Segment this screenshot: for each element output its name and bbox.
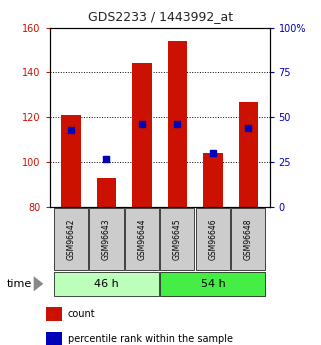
FancyBboxPatch shape bbox=[54, 272, 159, 296]
Bar bbox=[97, 178, 116, 207]
FancyBboxPatch shape bbox=[54, 208, 88, 270]
Text: 54 h: 54 h bbox=[201, 279, 225, 289]
Text: time: time bbox=[6, 279, 32, 289]
FancyBboxPatch shape bbox=[160, 208, 195, 270]
FancyBboxPatch shape bbox=[125, 208, 159, 270]
FancyBboxPatch shape bbox=[196, 208, 230, 270]
Text: GSM96642: GSM96642 bbox=[66, 218, 75, 260]
Point bbox=[210, 150, 215, 156]
Text: GSM96646: GSM96646 bbox=[208, 218, 217, 260]
FancyBboxPatch shape bbox=[160, 272, 265, 296]
Text: GSM96645: GSM96645 bbox=[173, 218, 182, 260]
Text: GSM96643: GSM96643 bbox=[102, 218, 111, 260]
FancyBboxPatch shape bbox=[231, 208, 265, 270]
Text: percentile rank within the sample: percentile rank within the sample bbox=[68, 334, 233, 344]
Bar bbox=[61, 115, 81, 207]
Point bbox=[246, 125, 251, 131]
Text: GSM96644: GSM96644 bbox=[137, 218, 146, 260]
Point bbox=[68, 127, 74, 132]
Bar bbox=[46, 332, 62, 345]
Bar bbox=[132, 63, 152, 207]
Point bbox=[175, 122, 180, 127]
Text: count: count bbox=[68, 309, 96, 319]
Bar bbox=[203, 153, 223, 207]
FancyBboxPatch shape bbox=[90, 208, 124, 270]
Bar bbox=[239, 101, 258, 207]
Point bbox=[104, 156, 109, 161]
Point bbox=[139, 122, 144, 127]
Text: GSM96648: GSM96648 bbox=[244, 218, 253, 260]
Bar bbox=[46, 307, 62, 321]
Text: 46 h: 46 h bbox=[94, 279, 119, 289]
Bar bbox=[168, 41, 187, 207]
Text: GDS2233 / 1443992_at: GDS2233 / 1443992_at bbox=[88, 10, 233, 23]
